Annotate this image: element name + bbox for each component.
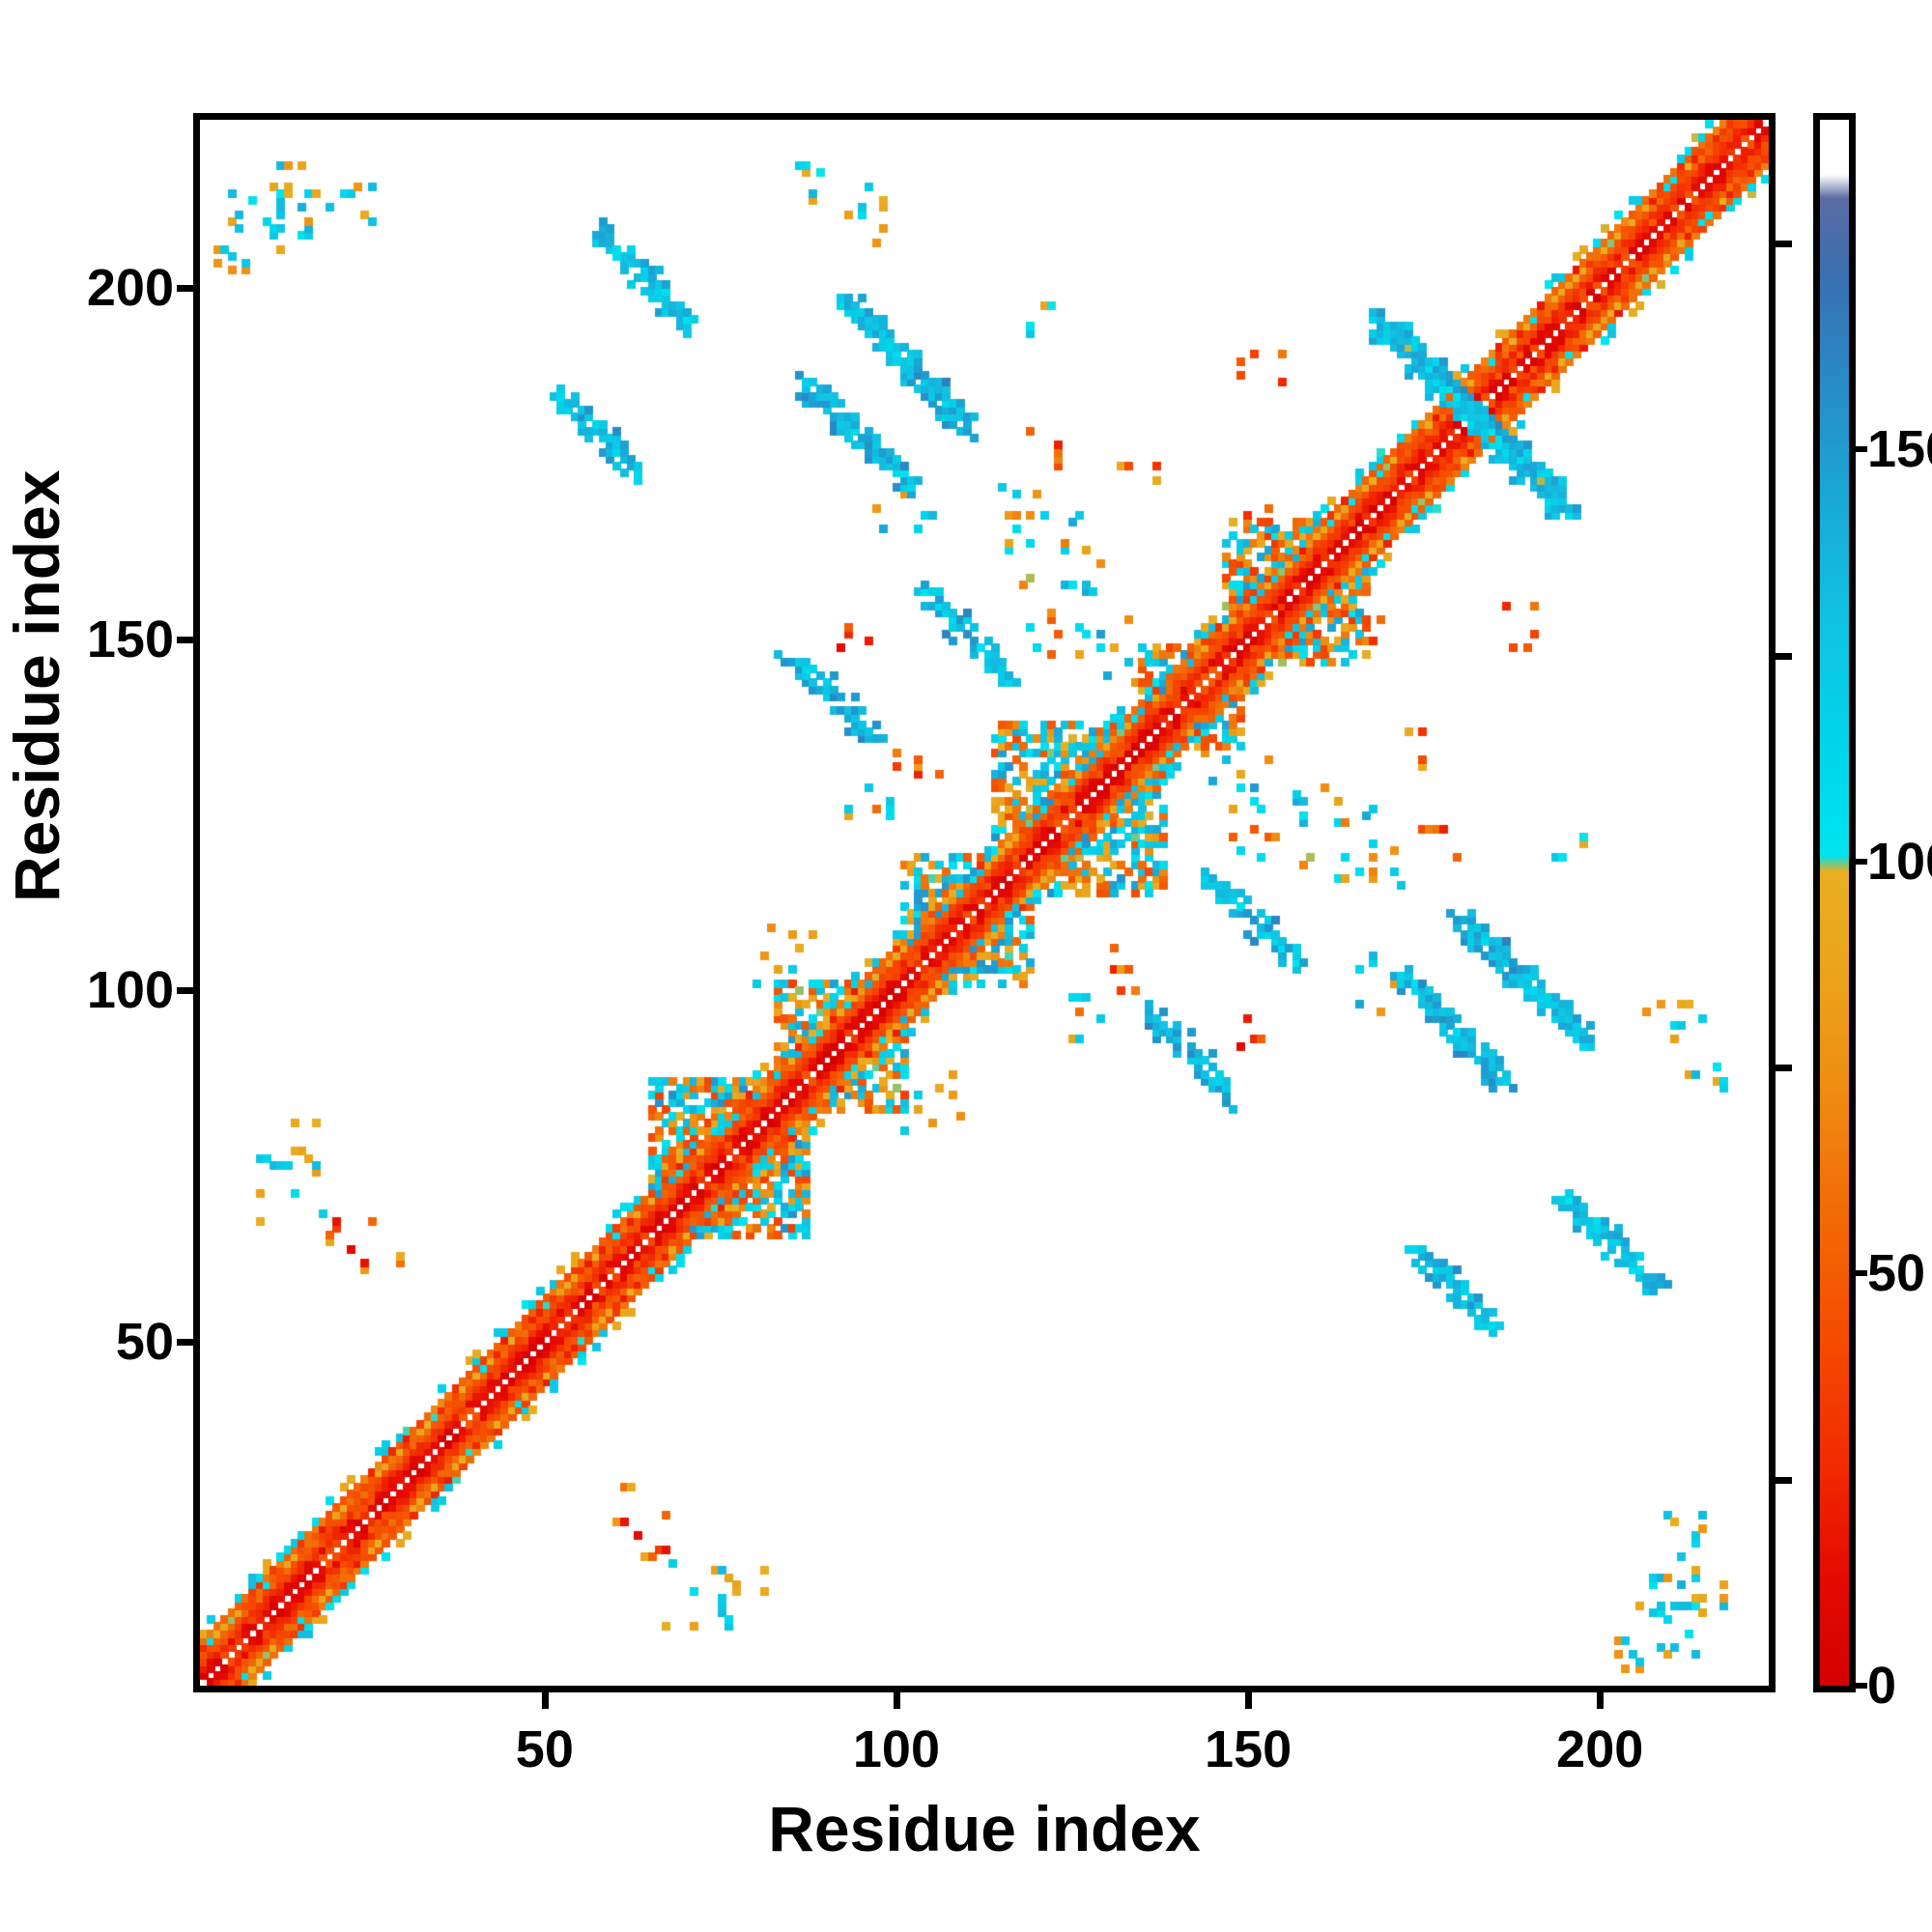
x-tick-mark-100 <box>893 1692 900 1709</box>
plot-right-minor-tick <box>1776 240 1792 247</box>
x-tick-mark-150 <box>1245 1692 1253 1709</box>
x-tick-label-100: 100 <box>852 1720 941 1778</box>
y-tick-mark-150 <box>177 636 193 643</box>
contact-matrix-canvas <box>200 120 1769 1686</box>
colorbar-tick-label-150: 150 <box>1867 420 1932 479</box>
x-tick-mark-50 <box>541 1692 549 1709</box>
colorbar-tick-mark-50 <box>1856 1270 1867 1277</box>
y-tick-mark-50 <box>177 1338 193 1346</box>
colorbar-tick-mark-150 <box>1856 446 1867 453</box>
colorbar <box>1813 113 1856 1692</box>
y-tick-mark-200 <box>177 285 193 293</box>
plot-right-minor-tick <box>1776 1476 1792 1484</box>
x-tick-mark-200 <box>1597 1692 1605 1709</box>
colorbar-tick-mark-100 <box>1856 858 1867 865</box>
colorbar-tick-label-0: 0 <box>1867 1657 1897 1715</box>
x-tick-label-150: 150 <box>1205 1720 1293 1778</box>
y-tick-label-150: 150 <box>86 610 174 668</box>
y-tick-label-200: 200 <box>86 259 174 318</box>
colorbar-tick-label-50: 50 <box>1867 1244 1926 1303</box>
x-axis-title: Residue index <box>768 1793 1201 1864</box>
colorbar-tick-mark-0 <box>1856 1683 1867 1689</box>
y-axis-title: Residue index <box>1 469 72 902</box>
x-tick-label-50: 50 <box>515 1720 574 1778</box>
colorbar-tick-label-100: 100 <box>1867 832 1932 891</box>
y-tick-label-50: 50 <box>115 1312 174 1371</box>
x-tick-label-200: 200 <box>1556 1720 1644 1778</box>
y-tick-label-100: 100 <box>86 961 174 1020</box>
plot-right-minor-tick <box>1776 1065 1792 1072</box>
y-tick-mark-100 <box>177 987 193 995</box>
plot-right-minor-tick <box>1776 652 1792 660</box>
colorbar-gradient <box>1820 120 1849 1686</box>
plot-area <box>193 113 1776 1692</box>
